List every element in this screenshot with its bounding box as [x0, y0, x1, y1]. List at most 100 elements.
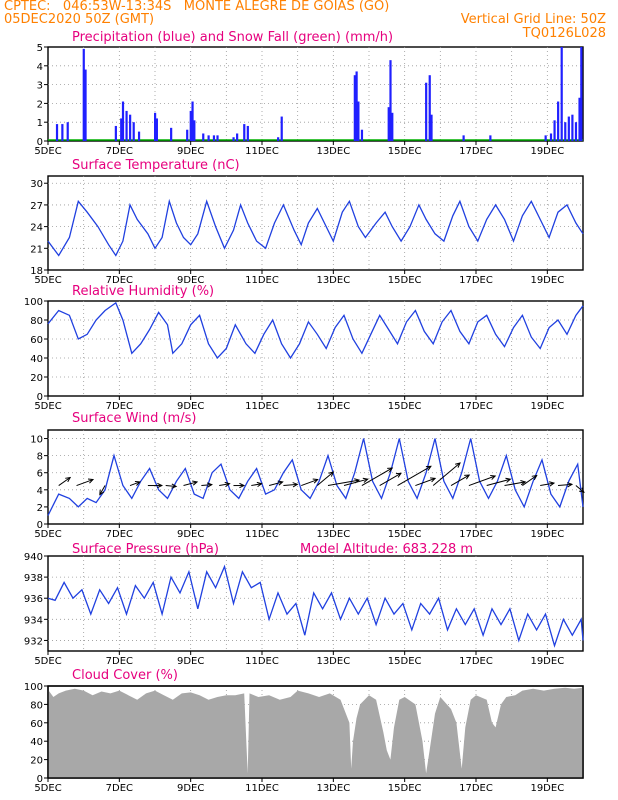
wind-arrow-head	[464, 474, 471, 480]
y-tick-label: 40	[30, 737, 43, 748]
precip-bar	[154, 112, 157, 141]
header-datetime: 05DEC2020 50Z (GMT)	[4, 12, 155, 27]
y-tick-label: 0	[37, 774, 43, 785]
y-tick-label: 10	[30, 435, 43, 446]
x-tick-label: 15DEC	[388, 146, 422, 157]
precip-bar	[462, 135, 465, 141]
precip-bar	[120, 118, 123, 141]
x-tick-label: 11DEC	[245, 783, 279, 794]
y-tick-label: 940	[24, 552, 43, 563]
precip-bar	[355, 71, 358, 141]
x-tick-label: 5DEC	[34, 401, 61, 412]
wind-arrow-head	[425, 465, 432, 471]
wind-arrow-head	[171, 483, 178, 489]
y-tick-label: 100	[24, 682, 43, 693]
precip-bar	[280, 116, 283, 141]
precip-bar	[132, 122, 135, 141]
wind-arrow-head	[134, 480, 141, 486]
wind-arrow	[450, 474, 470, 486]
x-tick-label: 19DEC	[530, 656, 564, 667]
wind-arrow	[379, 472, 402, 486]
y-tick-label: 21	[30, 244, 43, 255]
x-tick-label: 9DEC	[177, 656, 204, 667]
wind-arrow-head	[455, 462, 461, 468]
wind-arrow	[201, 484, 212, 487]
wind-arrow-head	[206, 482, 213, 488]
x-tick-label: 17DEC	[459, 275, 493, 286]
x-tick-label: 5DEC	[34, 529, 61, 540]
x-tick-label: 17DEC	[459, 146, 493, 157]
wind-arrow	[327, 479, 360, 487]
precip-bar	[557, 101, 560, 141]
precip-bar	[425, 82, 428, 141]
precip-bar	[125, 110, 128, 141]
x-tick-label: 5DEC	[34, 275, 61, 286]
panel-frame	[47, 300, 584, 397]
y-tick-label: 3	[37, 81, 43, 92]
wind-arrow-head	[395, 472, 402, 478]
y-tick-label: 20	[30, 373, 43, 384]
precip-bar	[544, 135, 547, 141]
wind-arrow-head	[65, 476, 72, 483]
x-tick-label: 13DEC	[316, 529, 350, 540]
x-tick-label: 13DEC	[316, 275, 350, 286]
x-tick-label: 17DEC	[459, 529, 493, 540]
wind-arrow	[183, 481, 198, 487]
header-grid-line: Vertical Grid Line: 50Z	[460, 12, 606, 27]
precip-bar	[564, 122, 567, 141]
y-tick-label: 24	[30, 223, 43, 234]
x-tick-label: 17DEC	[459, 401, 493, 412]
panel-frame	[47, 46, 584, 142]
precip-bar	[114, 125, 117, 141]
precip-bar	[55, 124, 59, 141]
x-tick-label: 7DEC	[106, 275, 133, 286]
panel-frame	[47, 555, 584, 652]
y-tick-label: 40	[30, 354, 43, 365]
panel-title: Relative Humidity (%)	[72, 284, 214, 299]
wind-arrow	[361, 467, 393, 486]
x-tick-label: 17DEC	[459, 783, 493, 794]
wind-arrow-head	[362, 477, 369, 483]
y-tick-label: 4	[37, 486, 43, 497]
wind-arrow	[575, 485, 585, 493]
wind-arrow	[432, 462, 461, 486]
panel-title: Precipitation (blue) and Snow Fall (gree…	[72, 30, 393, 45]
precip-bar	[193, 120, 196, 141]
x-tick-label: 19DEC	[530, 783, 564, 794]
wind-arrow	[316, 471, 334, 486]
precip-bar	[360, 129, 364, 141]
y-tick-label: 80	[30, 316, 43, 327]
y-tick-label: 2	[37, 99, 43, 110]
precip-bar	[578, 97, 581, 141]
x-tick-label: 7DEC	[106, 529, 133, 540]
precip-bar	[191, 101, 194, 141]
wind-arrow-head	[157, 482, 164, 489]
precip-bar	[391, 112, 394, 141]
y-tick-label: 60	[30, 335, 43, 346]
wind-arrow-head	[87, 478, 95, 484]
wind-arrow-head	[549, 481, 556, 487]
cloud-cover-area	[48, 687, 583, 778]
x-tick-label: 7DEC	[106, 656, 133, 667]
x-tick-label: 13DEC	[316, 401, 350, 412]
y-tick-label: 30	[30, 179, 43, 190]
wind-arrow	[486, 478, 511, 487]
precip-bar	[567, 116, 570, 141]
wind-arrow-head	[192, 480, 199, 486]
y-tick-label: 80	[30, 700, 43, 711]
x-tick-label: 5DEC	[34, 783, 61, 794]
wind-arrow-head	[99, 489, 105, 496]
x-tick-label: 17DEC	[459, 656, 493, 667]
y-tick-label: 934	[24, 615, 43, 626]
wind-arrow	[540, 482, 555, 487]
wind-arrow-head	[239, 482, 246, 489]
precip-bar	[129, 114, 132, 141]
wind-arrow-head	[520, 480, 527, 486]
precip-bar	[549, 133, 553, 141]
panel-frame	[47, 429, 584, 525]
wind-arrow	[99, 485, 106, 495]
x-tick-label: 5DEC	[34, 656, 61, 667]
wind-arrow	[269, 481, 283, 487]
precip-bar	[202, 133, 205, 141]
y-tick-label: 0	[37, 392, 43, 403]
